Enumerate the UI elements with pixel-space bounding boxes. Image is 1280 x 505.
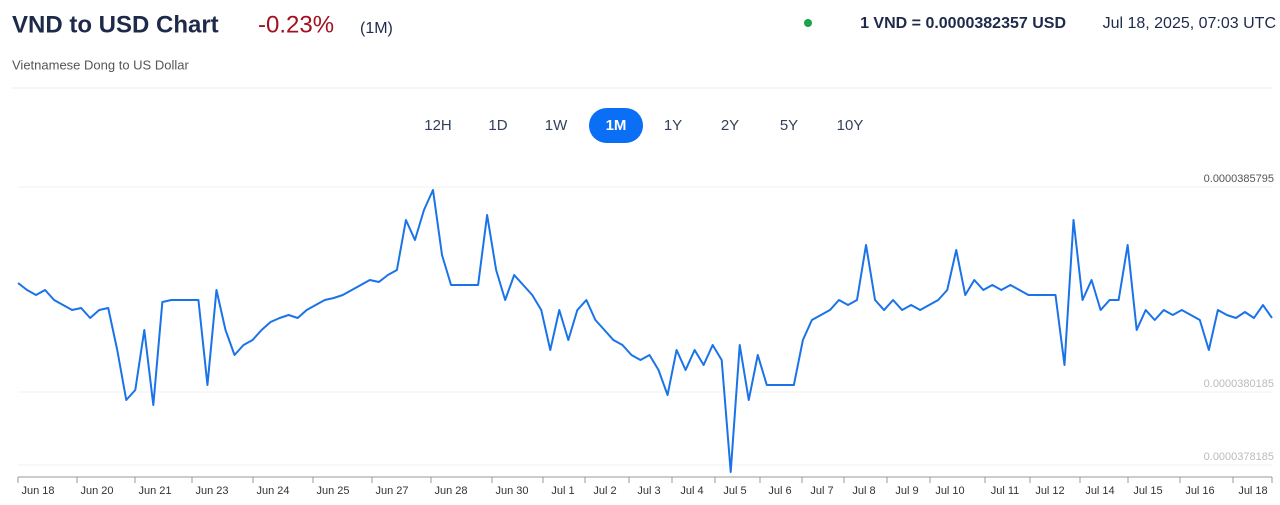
x-tick-label: Jul 3 [637, 485, 660, 497]
range-button[interactable]: 1D [488, 117, 507, 134]
rate-line [17, 189, 1273, 473]
range-button[interactable]: 1Y [664, 117, 682, 134]
x-tick-label: Jul 4 [680, 485, 703, 497]
active-range-bg [589, 108, 643, 143]
range-button[interactable]: 12H [424, 117, 452, 134]
range-button[interactable]: 1M [606, 117, 627, 134]
rate: 1 VND = 0.0000382357 USD [860, 15, 1066, 32]
x-tick-label: Jun 18 [21, 485, 54, 497]
x-tick-label: Jul 14 [1085, 485, 1114, 497]
y-tick-label: 0.0000378185 [1204, 451, 1274, 463]
x-tick-label: Jun 25 [316, 485, 349, 497]
range-button[interactable]: 1W [545, 117, 568, 134]
x-tick-label: Jul 16 [1185, 485, 1214, 497]
range-buttons: 12H 1D 1W 1M 1Y 2Y 5Y 10Y [424, 108, 863, 143]
x-tick-label: Jun 24 [256, 485, 289, 497]
x-tick-label: Jul 8 [852, 485, 875, 497]
x-tick-label: Jul 12 [1035, 485, 1064, 497]
change: -0.23% [258, 11, 334, 38]
status-dot [804, 19, 812, 27]
subtitle: Vietnamese Dong to US Dollar [12, 57, 189, 72]
x-tick-label: Jun 28 [434, 485, 467, 497]
x-tick-label: Jul 10 [935, 485, 964, 497]
period: (1M) [360, 20, 393, 37]
plot: 0.0000378185 0.0000380185 0.0000385795 Jun … [17, 173, 1274, 497]
x-tick-label: Jun 30 [495, 485, 528, 497]
x-tick-label: Jul 15 [1133, 485, 1162, 497]
x-tick-label: Jul 6 [768, 485, 791, 497]
x-tick-label: Jun 23 [195, 485, 228, 497]
y-tick-label: 0.0000380185 [1204, 378, 1274, 390]
x-tick-label: Jun 27 [375, 485, 408, 497]
title: VND to USD Chart [12, 11, 219, 38]
timestamp: Jul 18, 2025, 07:03 UTC [1103, 15, 1276, 32]
range-button[interactable]: 2Y [721, 117, 739, 134]
range-button[interactable]: 5Y [780, 117, 798, 134]
x-tick-label: Jul 9 [895, 485, 918, 497]
x-tick-label: Jul 2 [593, 485, 616, 497]
x-tick-label: Jun 21 [138, 485, 171, 497]
x-tick-label: Jul 5 [723, 485, 746, 497]
range-button[interactable]: 10Y [837, 117, 864, 134]
x-tick-label: Jul 1 [551, 485, 574, 497]
x-tick-label: Jul 11 [991, 485, 1020, 497]
x-tick-label: Jun 20 [80, 485, 113, 497]
x-tick-label: Jul 7 [810, 485, 833, 497]
y-tick-label: 0.0000385795 [1204, 173, 1274, 185]
x-tick-label: Jul 18 [1238, 485, 1267, 497]
